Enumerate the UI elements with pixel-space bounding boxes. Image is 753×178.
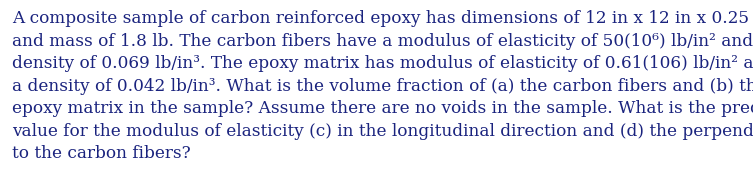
- Text: to the carbon fibers?: to the carbon fibers?: [12, 145, 191, 162]
- Text: epoxy matrix in the sample? Assume there are no voids in the sample. What is the: epoxy matrix in the sample? Assume there…: [12, 100, 753, 117]
- Text: and mass of 1.8 lb. The carbon fibers have a modulus of elasticity of 50(10⁶) lb: and mass of 1.8 lb. The carbon fibers ha…: [12, 33, 753, 49]
- Text: density of 0.069 lb/in³. The epoxy matrix has modulus of elasticity of 0.61(106): density of 0.069 lb/in³. The epoxy matri…: [12, 55, 753, 72]
- Text: A composite sample of carbon reinforced epoxy has dimensions of 12 in x 12 in x : A composite sample of carbon reinforced …: [12, 10, 753, 27]
- Text: a density of 0.042 lb/in³. What is the volume fraction of (a) the carbon fibers : a density of 0.042 lb/in³. What is the v…: [12, 77, 753, 95]
- Text: value for the modulus of elasticity (c) in the longitudinal direction and (d) th: value for the modulus of elasticity (c) …: [12, 122, 753, 140]
